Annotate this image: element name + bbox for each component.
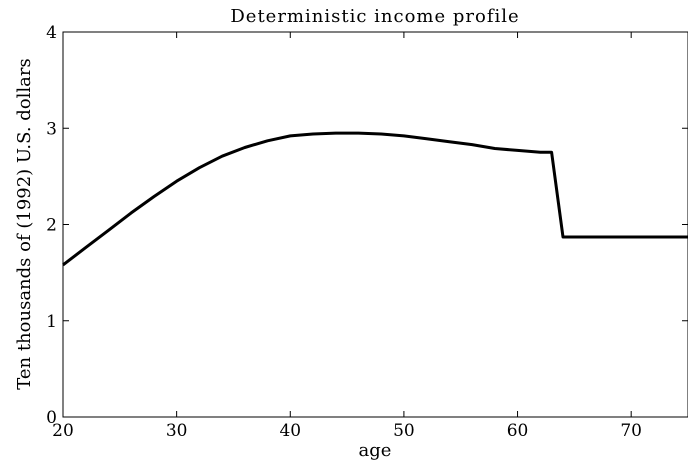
x-tick-label: 30 [166,421,188,441]
y-tick-label: 4 [46,23,57,43]
x-axis-label: age [359,440,392,461]
chart-title: Deterministic income profile [230,6,519,27]
series-layer [62,131,688,267]
y-tick-label: 2 [46,216,57,236]
axis-ticks: 20 30 40 50 60 70 0 1 2 3 4 [46,23,688,441]
y-tick-label: 1 [46,312,57,332]
x-tick-label: 20 [52,421,74,441]
x-tick-label: 60 [507,421,529,441]
x-tick-label: 50 [393,421,415,441]
income-profile-line [62,131,688,267]
y-axis-label: Ten thousands of (1992) U.S. dollars [14,58,35,390]
y-tick-label: 0 [46,408,57,428]
y-tick-label: 3 [46,119,57,139]
x-tick-label: 70 [620,421,642,441]
x-tick-label: 40 [279,421,301,441]
plot-area-frame [62,31,688,418]
